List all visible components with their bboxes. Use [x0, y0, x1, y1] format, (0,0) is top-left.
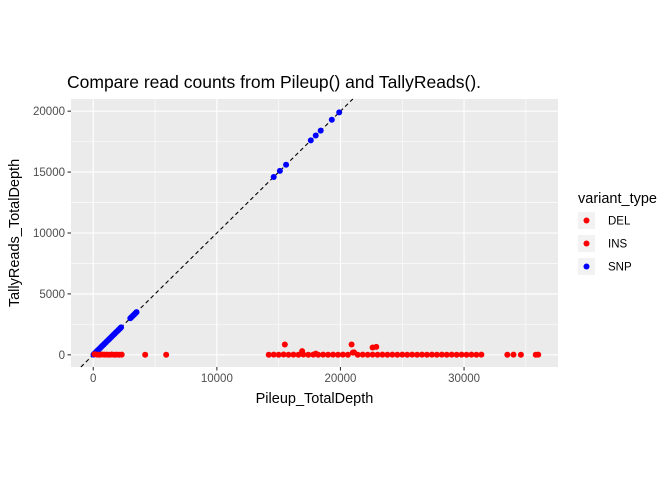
y-tick-label: 15000: [33, 167, 65, 179]
points-layer: [90, 109, 542, 358]
y-tick-label: 10000: [33, 228, 65, 240]
point-del: [517, 351, 524, 358]
point-del: [142, 351, 149, 358]
point-del: [448, 351, 455, 358]
point-ins: [373, 343, 380, 350]
point-del: [305, 351, 312, 358]
point-del: [399, 351, 406, 358]
point-snp: [283, 161, 290, 168]
y-tick-label: 5000: [39, 289, 65, 301]
x-tick-label: 20000: [324, 373, 356, 385]
legend-point-snp: [583, 263, 590, 270]
point-del: [330, 351, 337, 358]
point-del: [414, 351, 421, 358]
legend-label-ins: INS: [608, 239, 628, 251]
point-del: [270, 351, 277, 358]
point-del: [423, 351, 430, 358]
point-snp: [270, 173, 277, 180]
point-del: [468, 351, 475, 358]
point-del: [473, 351, 480, 358]
identity-reference-line: [80, 98, 354, 368]
point-del: [419, 351, 426, 358]
point-del: [369, 351, 376, 358]
point-del: [295, 351, 302, 358]
point-ins: [351, 349, 358, 356]
y-tick-label: 20000: [33, 106, 65, 118]
point-del: [394, 351, 401, 358]
point-del: [265, 351, 272, 358]
point-snp: [317, 127, 324, 134]
point-del: [404, 351, 411, 358]
point-del: [118, 351, 125, 358]
point-ins: [312, 350, 319, 357]
point-del: [320, 351, 327, 358]
point-snp: [276, 167, 283, 174]
point-snp: [307, 137, 314, 144]
point-del: [428, 351, 435, 358]
point-del: [510, 351, 517, 358]
point-ins: [281, 341, 288, 348]
point-del: [535, 351, 542, 358]
x-axis: 0 10000 20000 30000: [90, 367, 480, 385]
x-tick-label: 30000: [448, 373, 480, 385]
x-tick-label: 0: [90, 373, 96, 385]
point-del: [344, 351, 351, 358]
y-axis: 0 5000 10000 15000 20000: [33, 106, 71, 362]
legend-point-ins: [583, 240, 590, 247]
y-tick-label: 0: [59, 350, 65, 362]
point-del: [290, 351, 297, 358]
point-del: [463, 351, 470, 358]
point-del: [409, 351, 416, 358]
chart-title: Compare read counts from Pileup() and Ta…: [67, 72, 481, 92]
point-del: [339, 351, 346, 358]
point-del: [285, 351, 292, 358]
point-del: [275, 351, 282, 358]
point-del: [443, 351, 450, 358]
point-ins: [348, 341, 355, 348]
point-del: [458, 351, 465, 358]
point-snp: [312, 132, 319, 139]
legend-label-del: DEL: [608, 216, 631, 228]
point-snp: [328, 116, 335, 123]
point-snp: [336, 109, 343, 116]
point-del: [453, 351, 460, 358]
point-del: [438, 351, 445, 358]
legend: variant_type DEL INS SNP: [578, 191, 657, 275]
point-del: [364, 351, 371, 358]
point-snp: [133, 309, 140, 316]
point-del: [379, 351, 386, 358]
point-del: [478, 351, 485, 358]
y-axis-label: TallyReads_TotalDepth: [7, 159, 23, 307]
point-del: [334, 351, 341, 358]
point-ins: [299, 348, 306, 355]
legend-point-del: [583, 217, 590, 224]
point-del: [325, 351, 332, 358]
point-del: [433, 351, 440, 358]
legend-label-snp: SNP: [608, 262, 632, 274]
point-del: [374, 351, 381, 358]
legend-title: variant_type: [578, 191, 657, 207]
point-del: [384, 351, 391, 358]
point-snp: [118, 324, 125, 331]
reference-line-group: [80, 98, 354, 368]
point-del: [280, 351, 287, 358]
point-del: [504, 351, 511, 358]
x-axis-label: Pileup_TotalDepth: [256, 391, 374, 407]
point-del: [163, 351, 170, 358]
x-tick-label: 10000: [201, 373, 233, 385]
point-del: [359, 351, 366, 358]
point-del: [389, 351, 396, 358]
